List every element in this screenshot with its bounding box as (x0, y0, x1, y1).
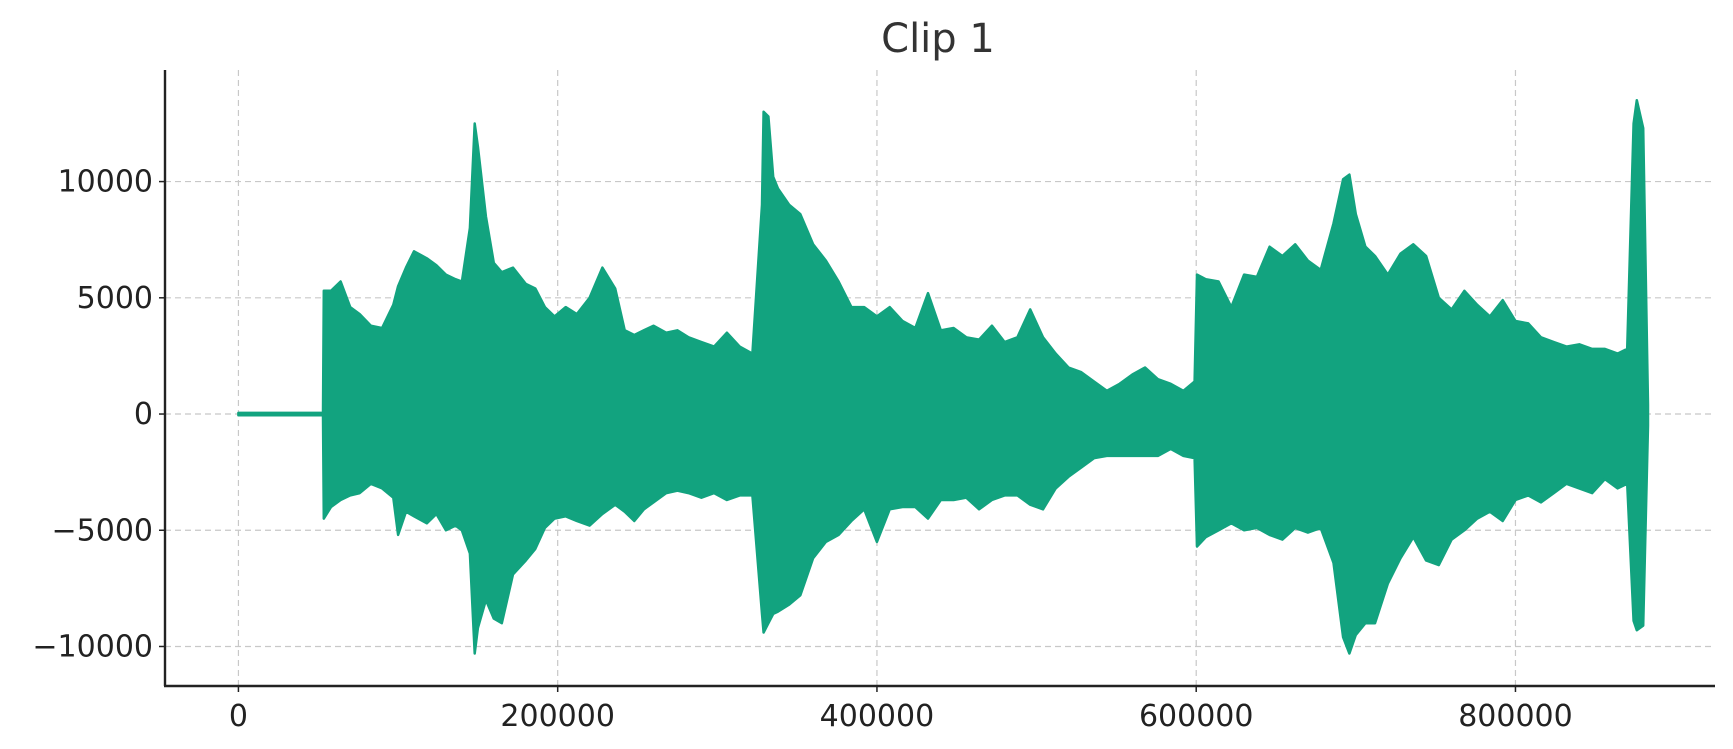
y-tick-label: 5000 (77, 281, 153, 316)
y-tick-label: −5000 (52, 513, 153, 548)
y-tick-label: −10000 (32, 629, 153, 664)
series-layer (237, 98, 1650, 655)
x-tick-label: 600000 (1139, 699, 1254, 734)
axes (163, 70, 1715, 688)
tick-labels: 0 200000 400000 600000 800000 −10000 −5000 0 500… (32, 165, 1572, 734)
y-tick-label: 10000 (58, 165, 153, 200)
x-tick-label: 0 (229, 699, 248, 734)
x-tick-label: 800000 (1458, 699, 1573, 734)
y-tick-label: 0 (134, 397, 153, 432)
chart-title: Clip 1 (881, 16, 995, 62)
x-tick-label: 400000 (820, 699, 935, 734)
x-tick-label: 200000 (500, 699, 615, 734)
waveform-series-1 (237, 98, 1650, 655)
